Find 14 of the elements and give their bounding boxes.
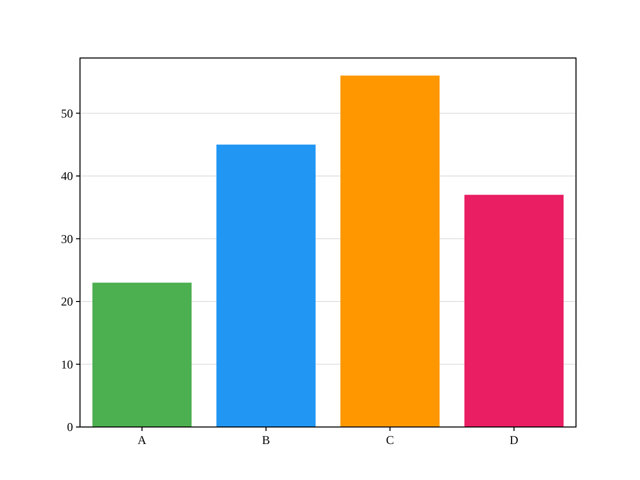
y-tick-label: 20 (61, 294, 73, 309)
y-tick-label: 30 (61, 232, 73, 246)
bar (92, 282, 192, 427)
x-tick-label: B (262, 433, 270, 447)
y-tick-label: 10 (61, 357, 73, 372)
y-tick-label: 50 (61, 106, 73, 120)
x-tick-label: A (138, 433, 147, 447)
x-tick-label: D (510, 433, 519, 447)
x-tick-label: C (386, 433, 394, 447)
bar (464, 194, 564, 427)
y-tick-label: 0 (67, 420, 73, 434)
bar (216, 144, 316, 427)
bar (340, 76, 440, 427)
y-tick-label: 40 (61, 169, 73, 184)
